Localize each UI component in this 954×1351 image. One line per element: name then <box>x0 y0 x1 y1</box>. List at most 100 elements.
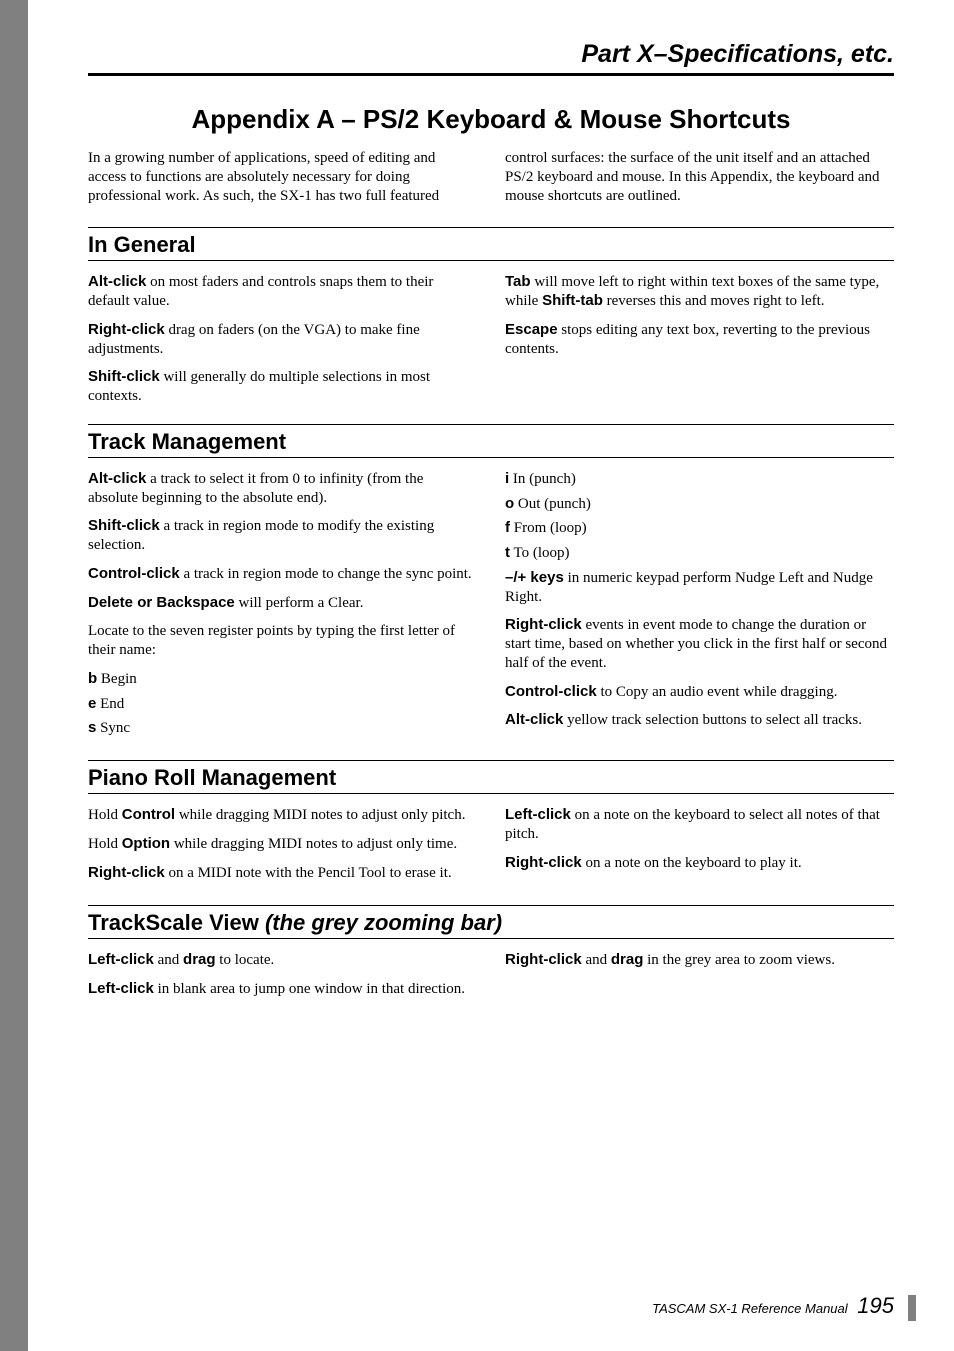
shortcut-item: Hold Control while dragging MIDI notes t… <box>88 806 477 825</box>
key: –/+ keys <box>505 569 564 586</box>
key: Delete or Backspace <box>88 594 235 611</box>
shortcut-item: o Out (punch) <box>505 495 894 514</box>
key: drag <box>183 951 216 968</box>
key: Alt-click <box>88 470 146 487</box>
footer-text: TASCAM SX-1 Reference Manual <box>652 1301 848 1316</box>
desc: on a MIDI note with the Pencil Tool to e… <box>165 865 452 881</box>
key: Tab <box>505 273 531 290</box>
desc: Sync <box>96 720 130 736</box>
key: Alt-click <box>505 711 563 728</box>
key: Right-click <box>88 321 165 338</box>
shortcut-item: Right-click and drag in the grey area to… <box>505 951 894 970</box>
key: Right-click <box>505 854 582 871</box>
desc: while dragging MIDI notes to adjust only… <box>170 836 457 852</box>
head-rule <box>88 73 894 76</box>
shortcut-item: Alt-click yellow track selection buttons… <box>505 711 894 730</box>
chapter-title: Appendix A – PS/2 Keyboard & Mouse Short… <box>88 104 894 135</box>
pre: Hold <box>88 807 122 823</box>
shortcut-item: f From (loop) <box>505 519 894 538</box>
shortcut-item: Hold Option while dragging MIDI notes to… <box>88 835 477 854</box>
section-rule <box>88 905 894 906</box>
footer: TASCAM SX-1 Reference Manual 195 <box>652 1293 894 1319</box>
shortcut-item: b Begin <box>88 670 477 689</box>
section-in-general: In General Alt-click on most faders and … <box>88 227 894 406</box>
section-title: In General <box>88 232 894 258</box>
shortcut-item: Shift-click a track in region mode to mo… <box>88 517 477 555</box>
key: o <box>505 495 514 512</box>
shortcut-item: Shift-click will generally do multiple s… <box>88 368 477 406</box>
key: Left-click <box>88 980 154 997</box>
section-rule <box>88 457 894 458</box>
key: Shift-click <box>88 517 160 534</box>
desc: yellow track selection buttons to select… <box>563 712 862 728</box>
shortcut-item: Alt-click a track to select it from 0 to… <box>88 470 477 508</box>
page-number: 195 <box>857 1293 894 1318</box>
desc: To (loop) <box>510 545 570 561</box>
pre: Hold <box>88 836 122 852</box>
shortcut-item: Right-click events in event mode to chan… <box>505 616 894 672</box>
shortcut-item: Escape stops editing any text box, rever… <box>505 321 894 359</box>
shortcut-item: t To (loop) <box>505 544 894 563</box>
shortcut-item: e End <box>88 695 477 714</box>
desc: while dragging MIDI notes to adjust only… <box>175 807 465 823</box>
shortcut-item: Control-click to Copy an audio event whi… <box>505 683 894 702</box>
key: Escape <box>505 321 558 338</box>
key: Right-click <box>505 951 582 968</box>
section-rule <box>88 260 894 261</box>
shortcut-item: Right-click on a note on the keyboard to… <box>505 854 894 873</box>
desc: In (punch) <box>509 471 576 487</box>
key: Shift-tab <box>542 292 603 309</box>
key: Shift-click <box>88 368 160 385</box>
desc: and <box>154 952 183 968</box>
section-title: TrackScale View (the grey zooming bar) <box>88 910 894 936</box>
section-rule <box>88 424 894 425</box>
desc: to locate. <box>216 952 275 968</box>
key: Control-click <box>88 565 180 582</box>
desc: Out (punch) <box>514 496 591 512</box>
shortcut-item: Left-click in blank area to jump one win… <box>88 980 477 999</box>
shortcut-item: Right-click drag on faders (on the VGA) … <box>88 321 477 359</box>
desc: will perform a Clear. <box>235 595 364 611</box>
intro-columns: In a growing number of applications, spe… <box>88 149 894 205</box>
desc: and <box>582 952 611 968</box>
key: b <box>88 670 97 687</box>
shortcut-item: Control-click a track in region mode to … <box>88 565 477 584</box>
desc: on a note on the keyboard to play it. <box>582 855 802 871</box>
title-italic: (the grey zooming bar) <box>265 910 502 935</box>
section-title: Piano Roll Management <box>88 765 894 791</box>
section-title: Track Management <box>88 429 894 455</box>
desc: From (loop) <box>510 520 587 536</box>
section-trackscale: TrackScale View (the grey zooming bar) L… <box>88 905 894 999</box>
shortcut-item: s Sync <box>88 719 477 738</box>
section-rule <box>88 938 894 939</box>
desc: stops editing any text box, reverting to… <box>505 322 870 357</box>
part-head: Part X–Specifications, etc. <box>88 40 894 69</box>
key: drag <box>611 951 644 968</box>
section-rule <box>88 793 894 794</box>
shortcut-item: Left-click and drag to locate. <box>88 951 477 970</box>
key: Right-click <box>88 864 165 881</box>
desc: Begin <box>97 671 137 687</box>
shortcut-item: Tab will move left to right within text … <box>505 273 894 311</box>
section-piano-roll: Piano Roll Management Hold Control while… <box>88 760 894 887</box>
desc: to Copy an audio event while dragging. <box>597 684 838 700</box>
desc: in blank area to jump one window in that… <box>154 981 465 997</box>
footer-mark-icon <box>908 1295 916 1321</box>
section-rule <box>88 760 894 761</box>
key: Control-click <box>505 683 597 700</box>
key: Control <box>122 806 175 823</box>
shortcut-item: i In (punch) <box>505 470 894 489</box>
shortcut-item: Alt-click on most faders and controls sn… <box>88 273 477 311</box>
section-rule <box>88 227 894 228</box>
title-main: TrackScale View <box>88 910 265 935</box>
shortcut-item: Right-click on a MIDI note with the Penc… <box>88 864 477 883</box>
shortcut-item: –/+ keys in numeric keypad perform Nudge… <box>505 569 894 607</box>
key: Left-click <box>505 806 571 823</box>
locate-intro: Locate to the seven register points by t… <box>88 622 477 660</box>
key: Alt-click <box>88 273 146 290</box>
desc: End <box>96 696 124 712</box>
desc: in the grey area to zoom views. <box>643 952 835 968</box>
key: Right-click <box>505 616 582 633</box>
key: Left-click <box>88 951 154 968</box>
key: Option <box>122 835 170 852</box>
